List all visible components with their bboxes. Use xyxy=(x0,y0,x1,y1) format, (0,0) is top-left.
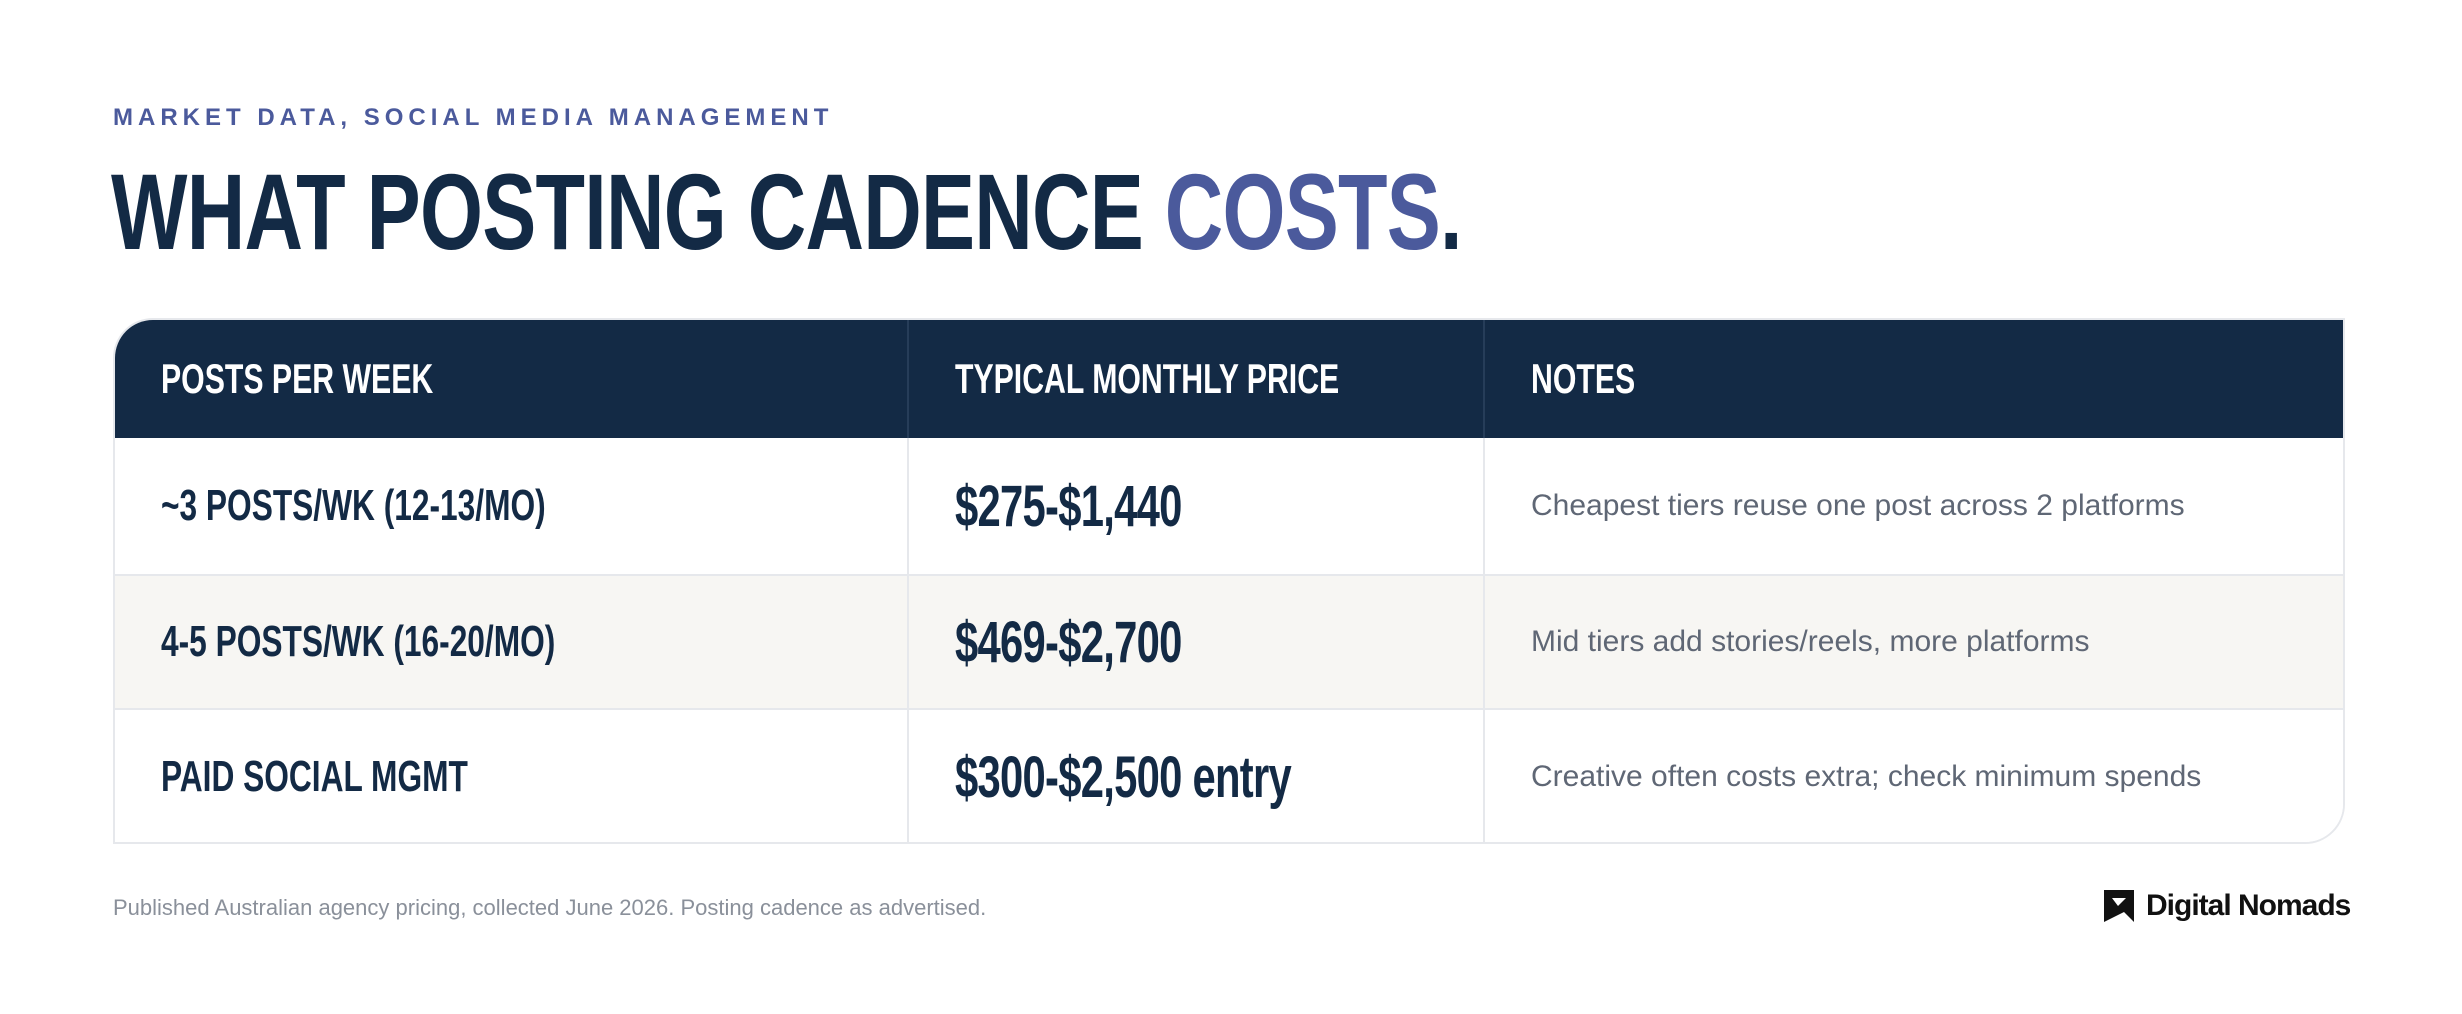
header-cell-posts: POSTS PER WEEK xyxy=(115,320,909,438)
eyebrow-label: MARKET DATA, SOCIAL MEDIA MANAGEMENT xyxy=(113,104,834,131)
title-end: . xyxy=(1440,151,1463,272)
note-cell: Creative often costs extra; check minimu… xyxy=(1531,760,2202,793)
header-cell-price: TYPICAL MONTHLY PRICE xyxy=(909,320,1485,438)
header-cell-notes: NOTES xyxy=(1531,355,1636,402)
table-header-row: POSTS PER WEEK TYPICAL MONTHLY PRICE NOT… xyxy=(115,320,2343,438)
cadence-cell: ~3 POSTS/WK (12-13/MO) xyxy=(115,438,909,574)
pricing-table: POSTS PER WEEK TYPICAL MONTHLY PRICE NOT… xyxy=(113,318,2345,844)
price-cell: $300-$2,500 entry xyxy=(909,710,1485,842)
page-title: WHAT POSTING CADENCE COSTS. xyxy=(111,148,1463,276)
brand-name: Digital Nomads xyxy=(2146,889,2351,922)
cadence-cell: 4-5 POSTS/WK (16-20/MO) xyxy=(115,576,909,708)
note-cell: Cheapest tiers reuse one post across 2 p… xyxy=(1531,489,2185,522)
source-footnote: Published Australian agency pricing, col… xyxy=(113,895,987,920)
table-row: ~3 POSTS/WK (12-13/MO) $275-$1,440 Cheap… xyxy=(115,438,2343,574)
table-row: PAID SOCIAL MGMT $300-$2,500 entry Creat… xyxy=(115,710,2343,842)
title-accent: COSTS xyxy=(1164,151,1441,272)
digital-nomads-logo-icon xyxy=(2104,890,2134,922)
note-cell: Mid tiers add stories/reels, more platfo… xyxy=(1531,625,2090,658)
cadence-cell: PAID SOCIAL MGMT xyxy=(115,710,909,842)
title-main: WHAT POSTING CADENCE xyxy=(111,151,1165,272)
price-cell: $275-$1,440 xyxy=(909,438,1485,574)
brand-logo: Digital Nomads xyxy=(2100,888,2351,924)
table-row: 4-5 POSTS/WK (16-20/MO) $469-$2,700 Mid … xyxy=(115,574,2343,710)
price-cell: $469-$2,700 xyxy=(909,576,1485,708)
